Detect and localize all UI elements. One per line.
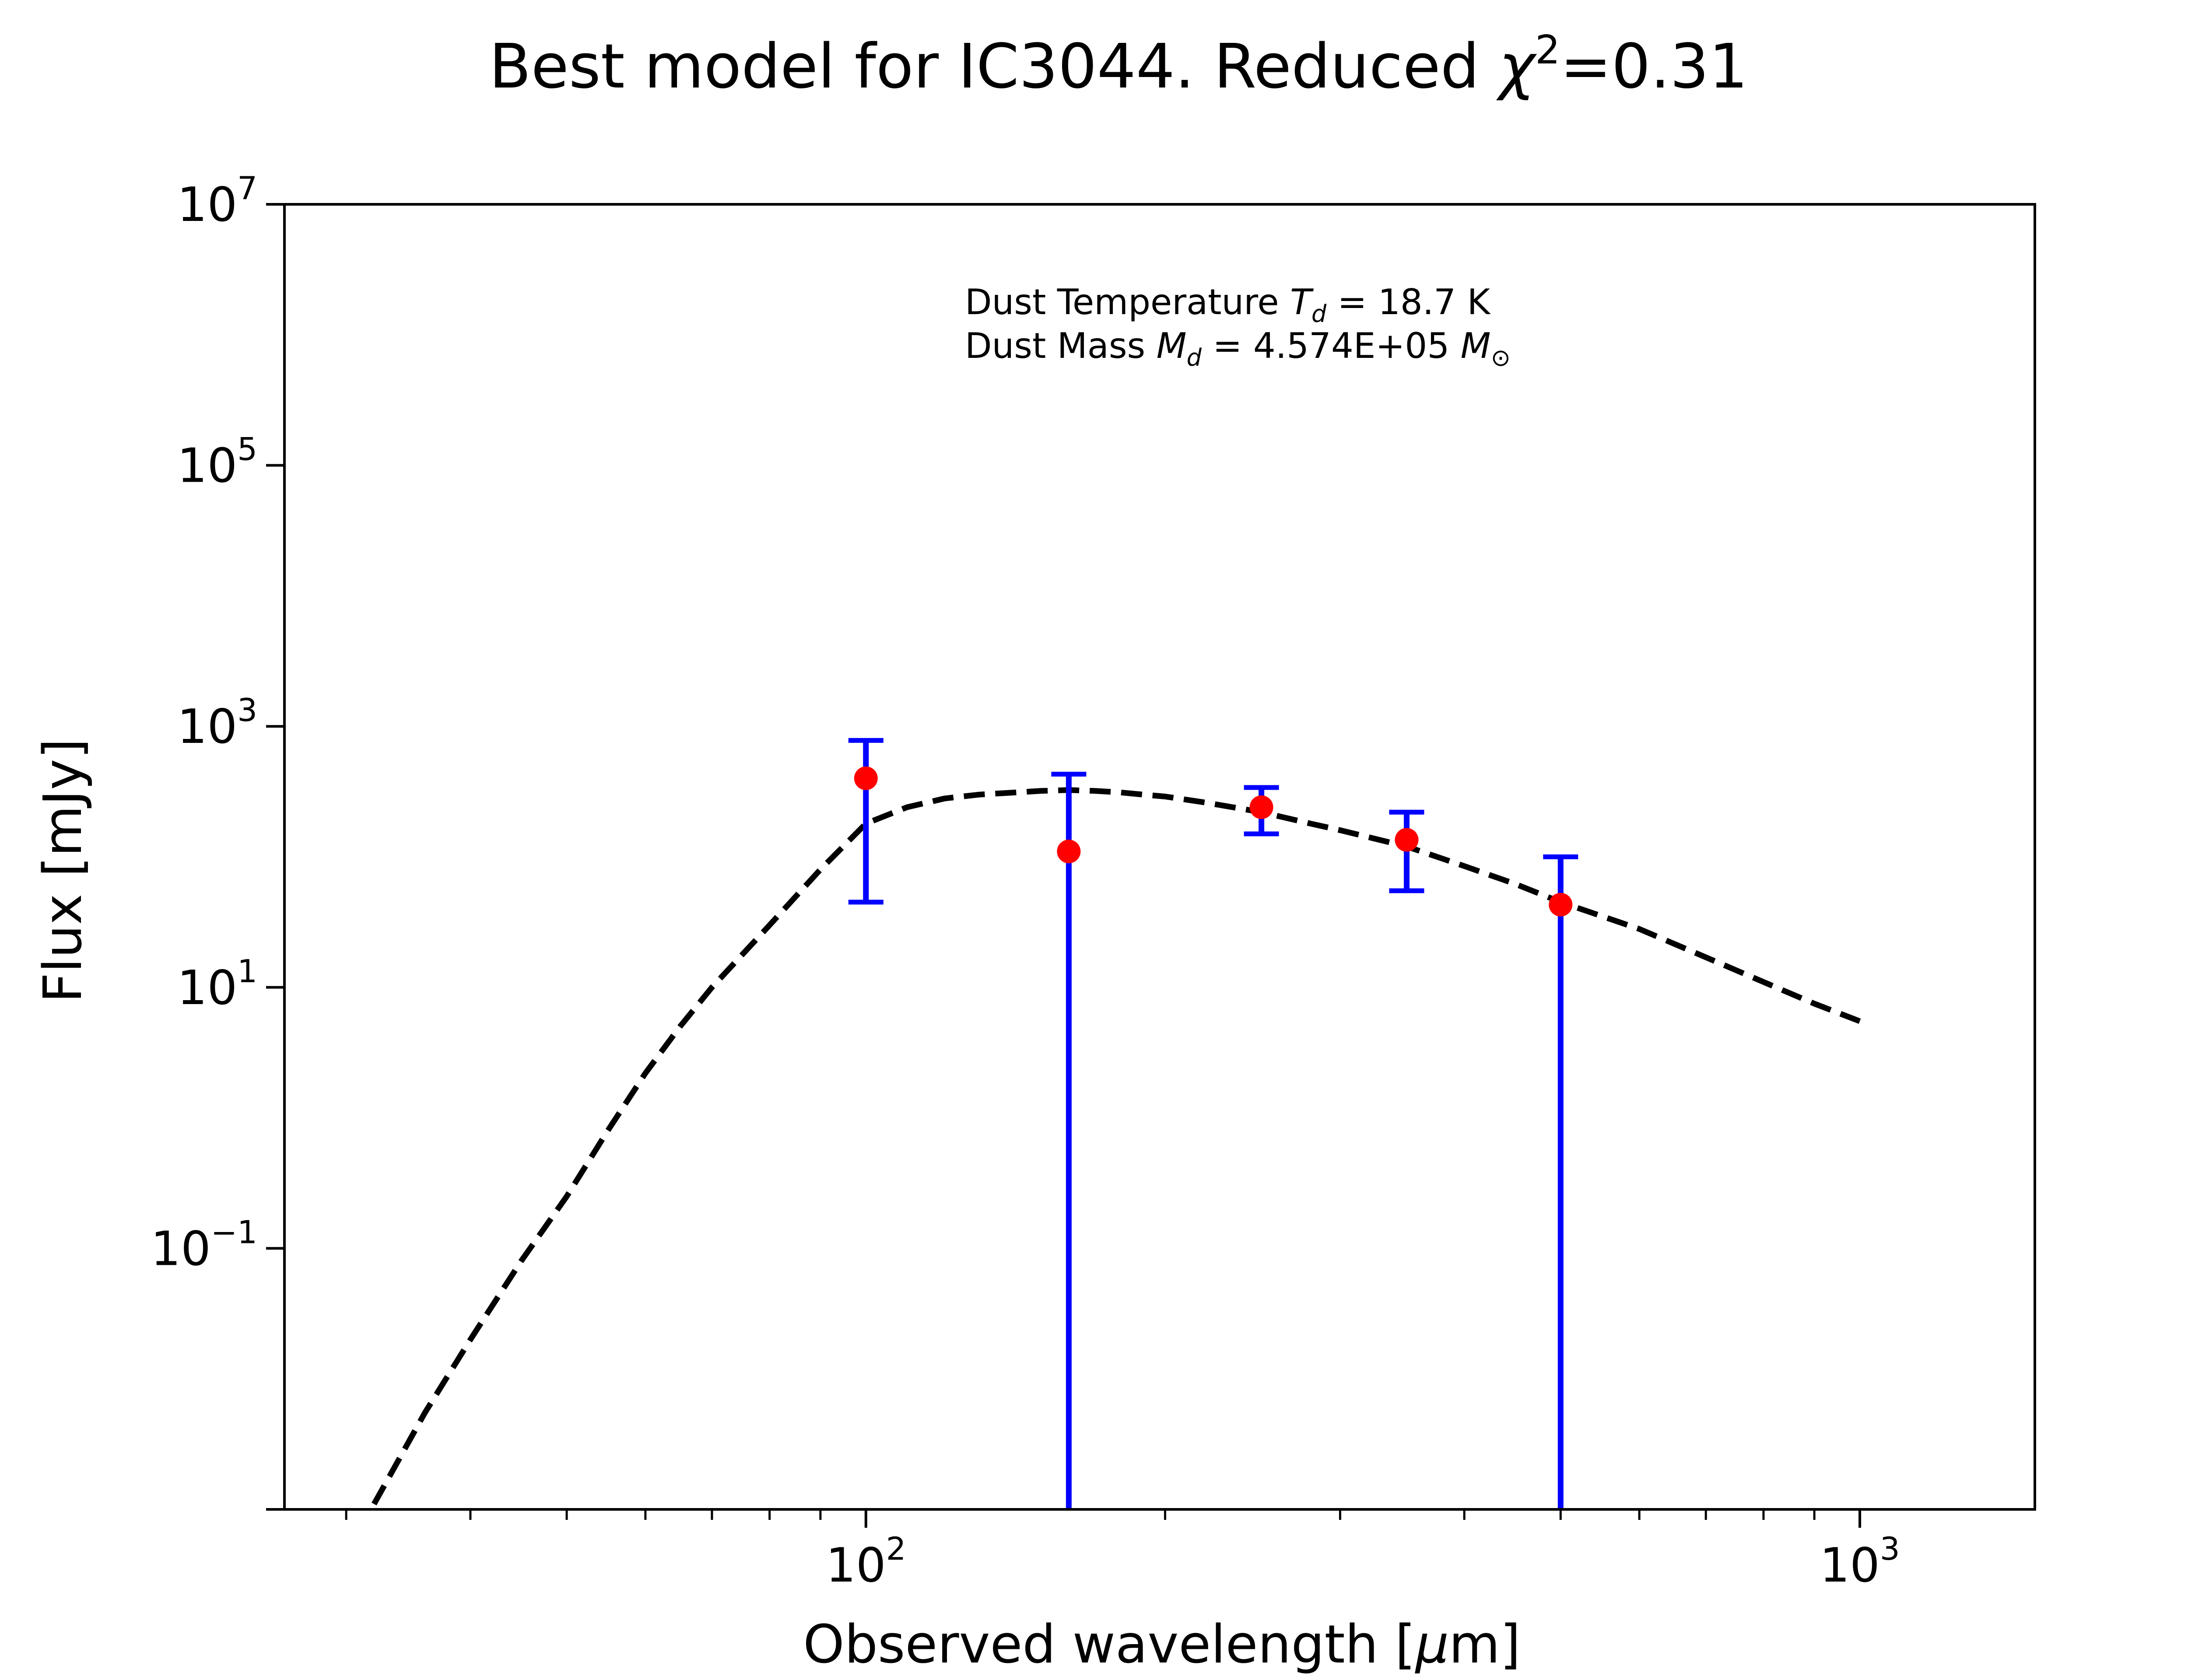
x-axis-ticks: 102 103 xyxy=(345,1509,1900,1593)
x-axis-label: Observed wavelength [μm] xyxy=(803,1614,1521,1675)
data-point-2 xyxy=(1057,840,1081,864)
plot-area xyxy=(283,203,2036,1511)
y-tick-label: 10−1 xyxy=(151,1214,257,1276)
data-point-1 xyxy=(854,766,878,790)
y-tick-label: 105 xyxy=(177,431,257,494)
fit-annotation: Dust Temperature Td = 18.7 K Dust Mass M… xyxy=(965,282,1511,371)
dust-mass-label: Dust Mass Md = 4.574E+05 M⊙ xyxy=(965,326,1511,371)
data-point-4 xyxy=(1395,828,1419,852)
x-tick-label: 103 xyxy=(1820,1530,1900,1593)
data-point-5 xyxy=(1549,892,1573,917)
data-point-3 xyxy=(1249,795,1273,819)
model-curve xyxy=(372,787,1861,1505)
y-axis-label: Flux [mJy] xyxy=(33,738,94,1003)
y-tick-label: 103 xyxy=(177,692,257,754)
axes-frame xyxy=(283,203,2036,1511)
y-axis-ticks: 107 105 103 101 10−1 xyxy=(151,170,284,1511)
x-tick-label: 102 xyxy=(826,1530,906,1593)
y-tick-label: 107 xyxy=(177,170,257,232)
y-tick-label: 101 xyxy=(177,953,257,1015)
dust-temperature-label: Dust Temperature Td = 18.7 K xyxy=(965,282,1491,328)
chart-title: Best model for IC3044. Reduced χ2=0.31 xyxy=(489,27,1748,102)
